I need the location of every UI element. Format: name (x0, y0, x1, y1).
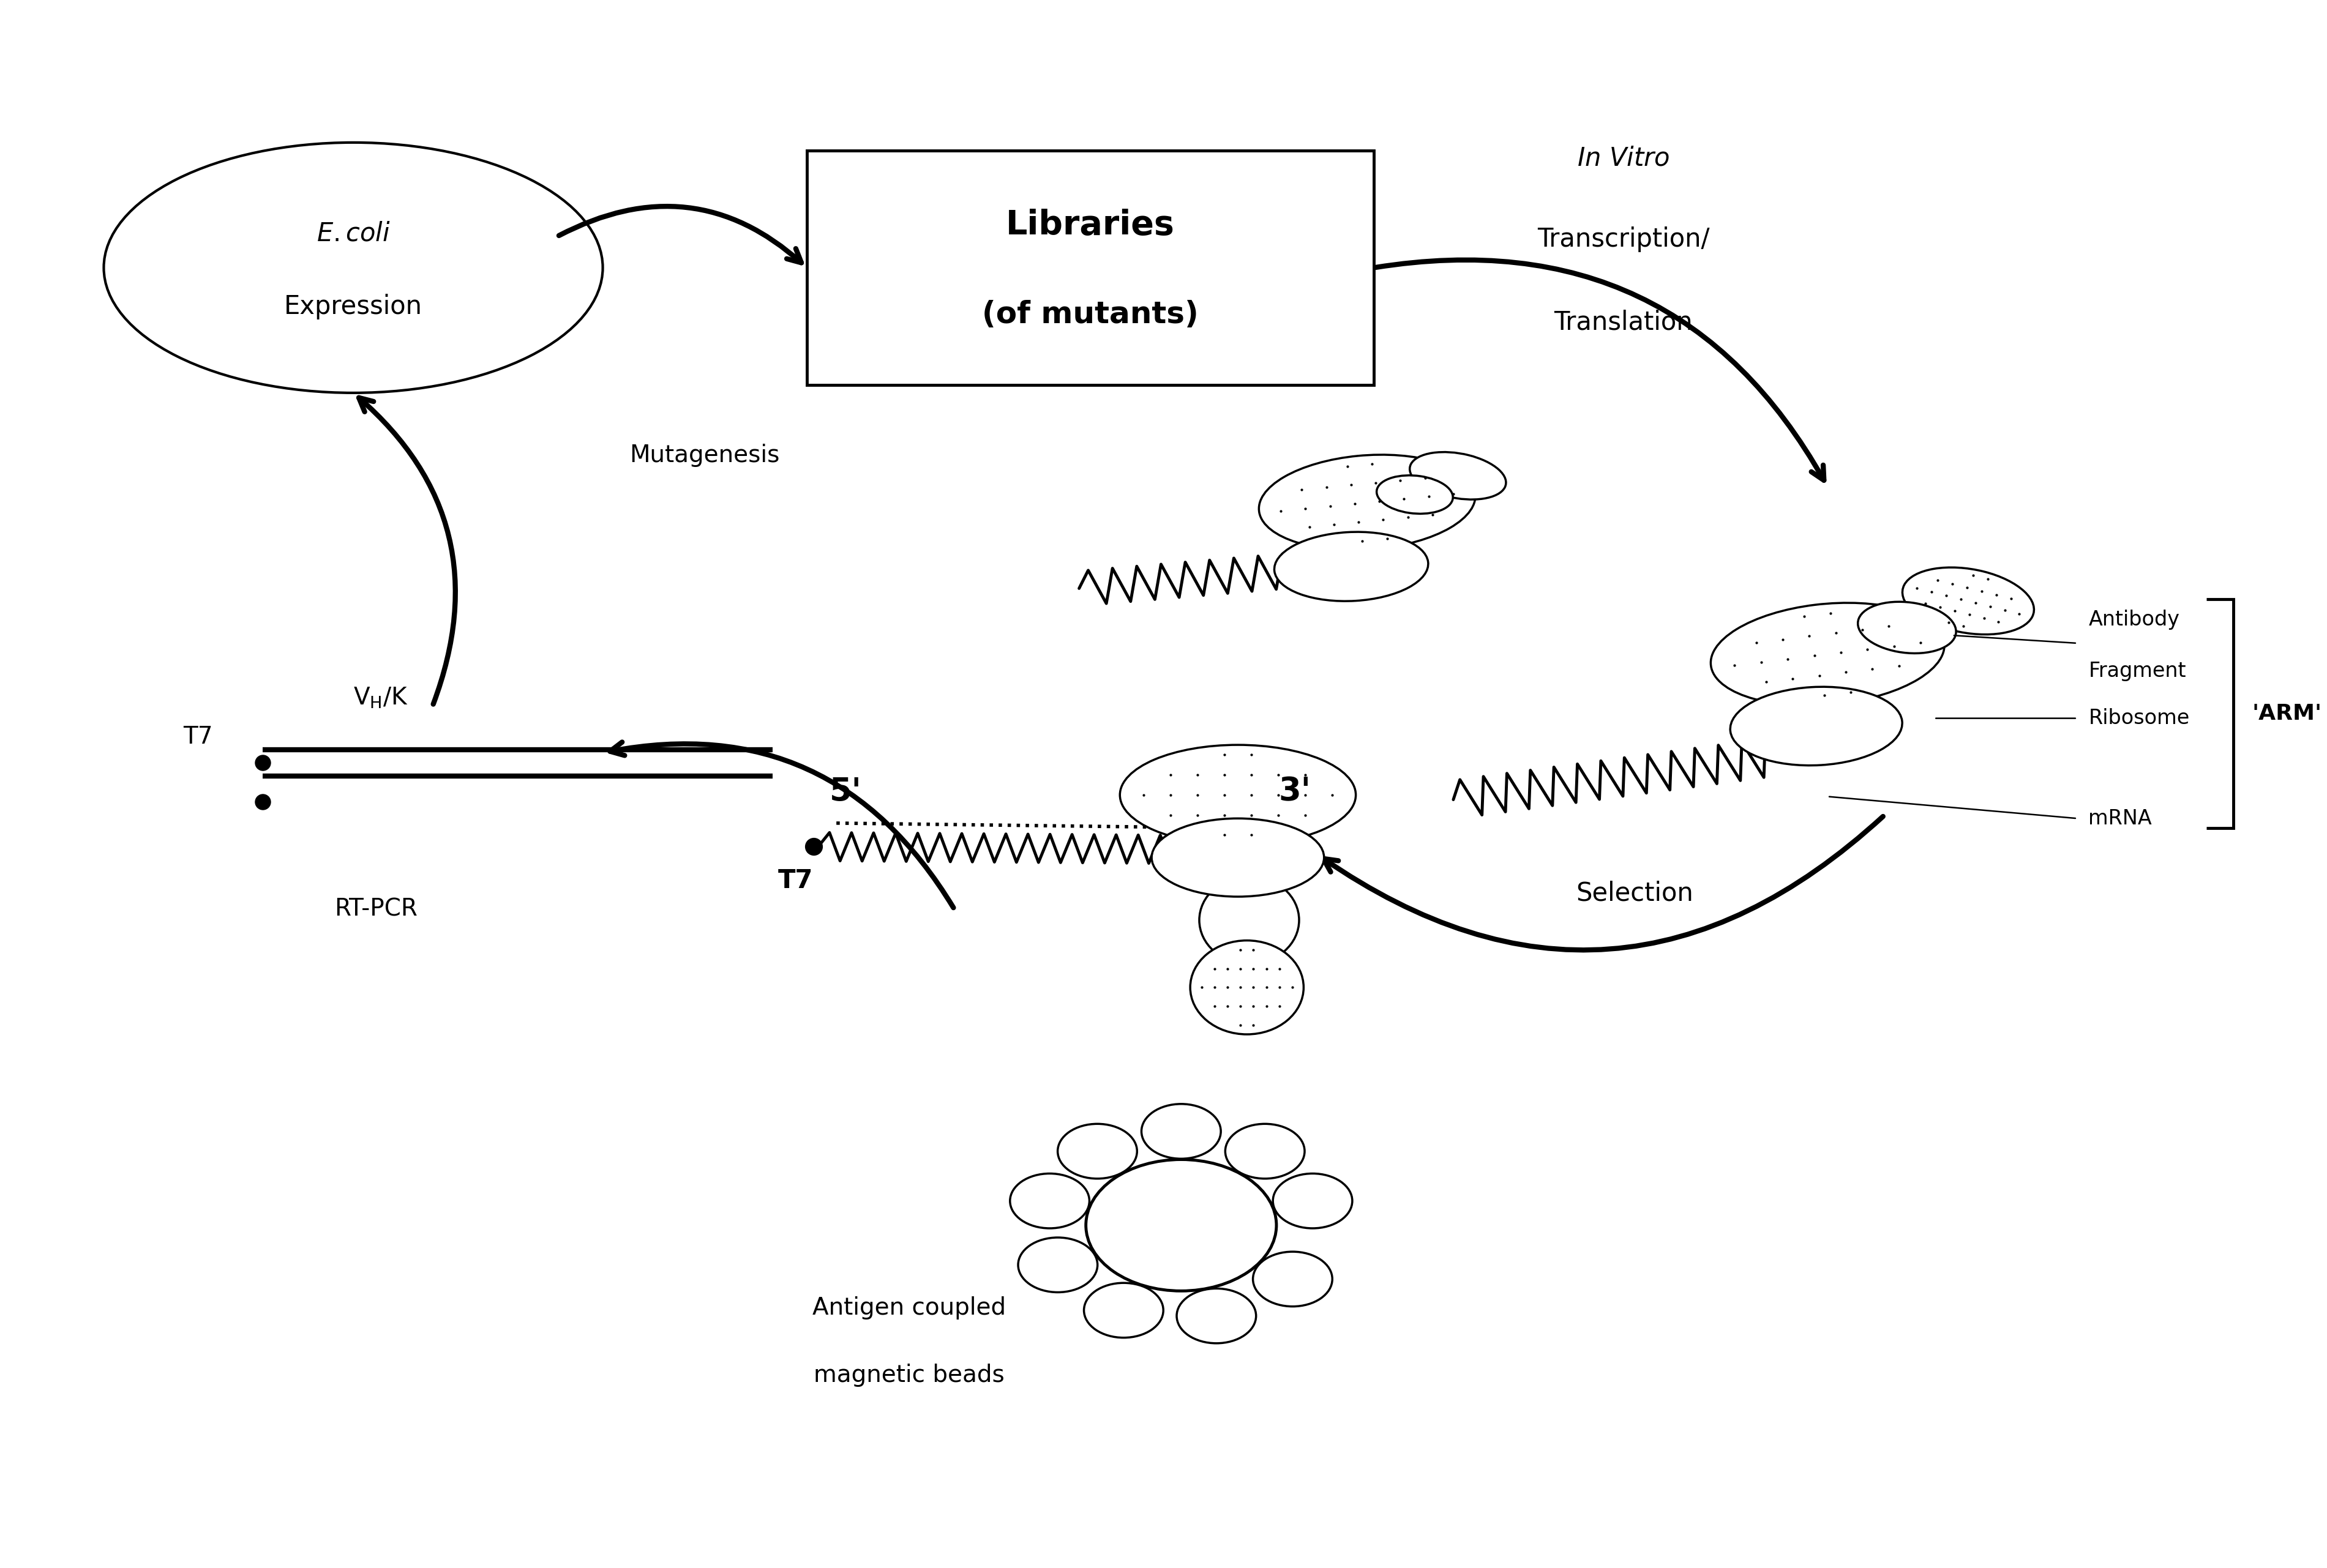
Bar (807, 151, 1373, 386)
Ellipse shape (1378, 475, 1452, 514)
Text: Expression: Expression (284, 293, 424, 320)
Text: Ribosome: Ribosome (2087, 709, 2190, 729)
Circle shape (1010, 1173, 1089, 1228)
Ellipse shape (1275, 532, 1429, 601)
Text: mRNA: mRNA (2087, 809, 2152, 828)
Ellipse shape (1903, 568, 2034, 635)
Text: Selection: Selection (1575, 881, 1694, 906)
Ellipse shape (1410, 452, 1506, 500)
Text: V$_\mathregular{H}$/K: V$_\mathregular{H}$/K (354, 685, 407, 710)
Circle shape (1143, 1104, 1222, 1159)
Circle shape (1226, 1124, 1305, 1179)
Ellipse shape (1259, 455, 1475, 550)
Circle shape (1087, 1159, 1278, 1290)
Ellipse shape (1857, 602, 1957, 654)
Text: $\it{E.coli}$: $\it{E.coli}$ (316, 221, 391, 246)
Text: Libraries: Libraries (1005, 209, 1175, 241)
Circle shape (1273, 1173, 1352, 1228)
Text: T7: T7 (184, 726, 214, 748)
Text: RT-PCR: RT-PCR (335, 897, 417, 920)
Circle shape (1059, 1124, 1138, 1179)
Text: T7: T7 (777, 869, 812, 894)
Text: (of mutants): (of mutants) (982, 299, 1198, 329)
Text: Antibody: Antibody (2087, 610, 2180, 630)
Circle shape (1177, 1289, 1257, 1344)
Text: 3': 3' (1278, 776, 1310, 808)
Ellipse shape (1710, 602, 1945, 706)
Text: Antigen coupled: Antigen coupled (812, 1297, 1005, 1320)
Circle shape (1019, 1237, 1098, 1292)
Ellipse shape (1189, 941, 1303, 1035)
Text: 5': 5' (828, 776, 861, 808)
Ellipse shape (105, 143, 603, 394)
Circle shape (1252, 1251, 1333, 1306)
Circle shape (1084, 1283, 1164, 1338)
Text: magnetic beads: magnetic beads (814, 1364, 1005, 1388)
Ellipse shape (1152, 818, 1324, 897)
Text: Mutagenesis: Mutagenesis (631, 444, 780, 467)
Text: 'ARM': 'ARM' (2253, 702, 2322, 724)
Text: $\it{In\ Vitro}$: $\it{In\ Vitro}$ (1578, 146, 1671, 171)
Text: Fragment: Fragment (2087, 662, 2185, 682)
Text: Translation: Translation (1554, 309, 1692, 336)
Ellipse shape (1731, 687, 1901, 765)
Ellipse shape (1119, 745, 1357, 845)
Text: Transcription/: Transcription/ (1538, 227, 1710, 252)
Ellipse shape (1198, 877, 1298, 964)
